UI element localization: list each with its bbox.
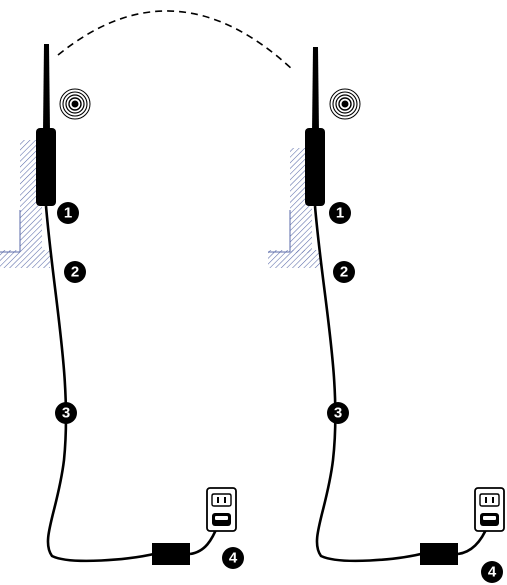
cable bbox=[44, 205, 159, 563]
callout-label: 2 bbox=[340, 264, 348, 281]
callout-3: 3 bbox=[55, 402, 77, 424]
antenna-icon bbox=[36, 44, 56, 206]
left-unit: 1 2 3 4 bbox=[0, 44, 244, 569]
callout-4: 4 bbox=[481, 561, 503, 583]
right-unit: 1 2 3 4 bbox=[268, 47, 505, 583]
callout-2: 2 bbox=[333, 261, 355, 283]
wireless-signal-icon bbox=[329, 88, 361, 120]
callout-1: 1 bbox=[57, 202, 79, 224]
callout-1: 1 bbox=[329, 202, 351, 224]
callout-label: 2 bbox=[71, 264, 79, 281]
callout-label: 4 bbox=[488, 564, 497, 581]
callout-label: 1 bbox=[336, 205, 344, 222]
wireless-signal-icon bbox=[59, 88, 91, 120]
callout-label: 1 bbox=[64, 205, 72, 222]
callout-label: 4 bbox=[229, 550, 238, 567]
antenna-icon bbox=[305, 47, 325, 206]
wall-outlet-icon bbox=[206, 487, 237, 532]
callout-4: 4 bbox=[222, 547, 244, 569]
callout-2: 2 bbox=[64, 261, 86, 283]
callout-label: 3 bbox=[62, 405, 70, 422]
callout-3: 3 bbox=[327, 402, 349, 424]
callout-label: 3 bbox=[334, 405, 342, 422]
cable bbox=[313, 205, 426, 563]
wall-outlet-icon bbox=[474, 487, 505, 532]
wireless-link-line bbox=[57, 10, 294, 71]
